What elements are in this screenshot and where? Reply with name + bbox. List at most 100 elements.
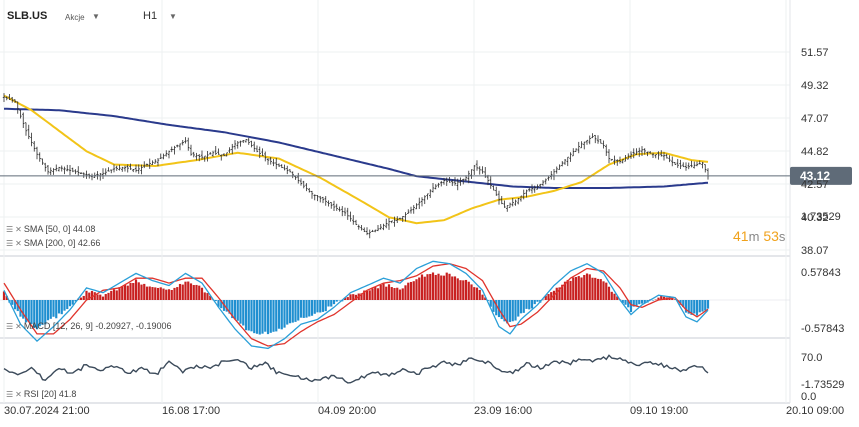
macd-histogram-bar	[398, 289, 402, 300]
macd-histogram-bar	[209, 295, 212, 300]
rsi-panel	[3, 354, 709, 384]
macd-histogram-bar	[126, 285, 129, 300]
macd-histogram-bar	[5, 295, 8, 300]
macd-histogram-bar	[640, 300, 644, 304]
symbol-label[interactable]: SLB.US	[7, 10, 48, 22]
macd-histogram-bar	[170, 289, 173, 300]
rsi-line	[3, 354, 709, 384]
macd-histogram-bar	[530, 300, 534, 309]
close-icon[interactable]: ✕	[15, 224, 22, 234]
timeframe-selector[interactable]: H1	[143, 10, 158, 22]
macd-y-tick-label: -1.73529	[801, 379, 844, 391]
macd-histogram-bar	[706, 300, 710, 309]
macd-histogram-bar	[231, 300, 234, 319]
macd-histogram-bar	[643, 300, 646, 304]
macd-histogram-bar	[393, 288, 396, 300]
menu-icon[interactable]: ☰	[6, 238, 14, 248]
macd-legend-text: MACD [12, 26, 9] -0.20927, -0.19006	[23, 321, 172, 331]
macd-histogram-bar	[404, 285, 407, 300]
macd-histogram-bar	[596, 278, 600, 300]
close-icon[interactable]: ✕	[15, 389, 22, 399]
macd-legend[interactable]: ☰ ✕ MACD [12, 26, 9] -0.20927, -0.19006	[6, 321, 171, 331]
macd-histogram-bar	[547, 294, 550, 300]
instrument-type-label[interactable]: Akcje	[65, 13, 85, 22]
macd-histogram-bar	[154, 287, 157, 300]
macd-histogram-bar	[68, 300, 72, 307]
macd-histogram-bar	[503, 300, 506, 322]
macd-histogram-bar	[519, 300, 523, 314]
macd-histogram-bar	[517, 300, 520, 317]
macd-histogram-bar	[187, 281, 190, 300]
chevron-down-icon[interactable]: ▼	[169, 12, 177, 21]
macd-histogram-bar	[431, 272, 435, 300]
close-icon[interactable]: ✕	[15, 321, 22, 331]
macd-histogram-bar	[420, 274, 424, 300]
macd-histogram-bar	[52, 300, 55, 317]
macd-line	[3, 260, 709, 350]
macd-histogram-bar	[198, 285, 201, 300]
macd-histogram-bar	[684, 300, 688, 313]
rsi-legend[interactable]: ☰ ✕ RSI [20] 41.8	[6, 389, 76, 399]
macd-histogram-bar	[107, 292, 110, 300]
macd-histogram-bar	[112, 289, 116, 300]
macd-histogram-bar	[165, 289, 168, 300]
macd-histogram-bar	[599, 279, 602, 300]
menu-icon[interactable]: ☰	[6, 321, 14, 331]
macd-histogram-bar	[24, 300, 28, 323]
macd-histogram-bar	[321, 300, 325, 312]
macd-histogram-bar	[178, 283, 182, 300]
macd-histogram-bar	[55, 300, 58, 319]
chevron-down-icon[interactable]: ▼	[92, 12, 100, 21]
macd-histogram-bar	[255, 300, 259, 334]
macd-histogram-bar	[585, 273, 589, 300]
macd-histogram-bar	[695, 300, 699, 316]
macd-histogram-bar	[495, 300, 498, 316]
macd-histogram-bar	[464, 279, 468, 300]
sma200-legend[interactable]: ☰ ✕ SMA [200, 0] 42.66	[6, 238, 100, 248]
macd-histogram-bar	[233, 300, 237, 320]
price-y-tick-label: 47.07	[801, 113, 829, 125]
price-y-tick-label: 38.07	[801, 245, 829, 257]
macd-histogram-bar	[176, 287, 179, 300]
macd-histogram-bar	[200, 287, 204, 300]
macd-histogram-bar	[632, 300, 635, 307]
macd-histogram-bar	[481, 294, 484, 300]
macd-histogram-bar	[385, 286, 388, 300]
macd-histogram-bar	[71, 300, 74, 305]
macd-histogram-bar	[140, 284, 143, 300]
macd-histogram-bar	[192, 285, 195, 300]
macd-histogram-bar	[90, 290, 94, 300]
menu-icon[interactable]: ☰	[6, 389, 14, 399]
x-tick-label: 23.09 16:00	[474, 405, 532, 417]
macd-histogram-bar	[162, 288, 165, 300]
macd-histogram-bar	[156, 287, 160, 300]
close-icon[interactable]: ✕	[15, 238, 22, 248]
macd-histogram-bar	[151, 287, 154, 300]
macd-histogram-bar	[401, 288, 404, 300]
macd-histogram-bar	[288, 300, 292, 324]
macd-histogram-bar	[324, 300, 327, 312]
last-price-tag: 43.12	[0, 166, 852, 185]
macd-histogram-bar	[396, 287, 399, 300]
macd-histogram-bar	[407, 282, 410, 300]
macd-histogram-bar	[93, 292, 96, 300]
macd-histogram-bar	[159, 287, 162, 300]
macd-histogram-bar	[371, 288, 374, 300]
macd-histogram-bar	[35, 300, 39, 330]
macd-histogram-bar	[343, 297, 347, 300]
sma50-legend[interactable]: ☰ ✕ SMA [50, 0] 44.08	[6, 224, 95, 234]
macd-histogram-bar	[679, 300, 682, 305]
countdown-minutes: 41	[733, 228, 749, 244]
macd-histogram-bar	[561, 284, 564, 300]
price-y-tick-label: 49.32	[801, 80, 829, 92]
macd-histogram-bar	[129, 282, 132, 300]
macd-histogram-bar	[134, 279, 138, 300]
macd-y-tick-label: 0.57843	[801, 267, 841, 279]
macd-histogram-bar	[49, 300, 52, 319]
x-tick-label: 30.07.2024 21:00	[4, 405, 90, 417]
macd-histogram-bar	[244, 300, 248, 331]
menu-icon[interactable]: ☰	[6, 224, 14, 234]
macd-histogram-bar	[115, 290, 118, 300]
macd-histogram-bar	[118, 287, 121, 300]
